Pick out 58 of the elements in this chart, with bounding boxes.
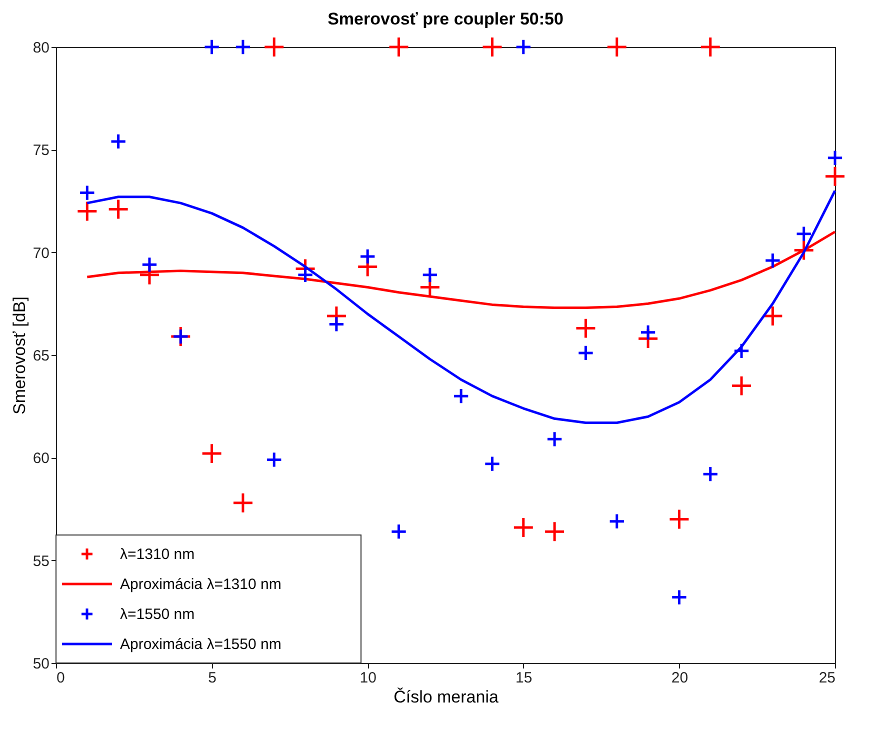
point <box>700 36 722 58</box>
x-tick-label: 10 <box>360 670 376 686</box>
x-tick-label: 25 <box>818 670 836 686</box>
point <box>702 466 719 482</box>
point <box>141 256 158 273</box>
x-tick-label: 15 <box>516 670 532 686</box>
point <box>668 508 690 530</box>
point <box>110 133 127 150</box>
point <box>515 38 532 56</box>
line-series <box>86 230 836 310</box>
point <box>266 451 282 468</box>
y-tick-label: 70 <box>32 244 50 262</box>
chart-title: Smerovosť pre coupler 50:50 <box>328 10 564 29</box>
y-axis-title: Smerovosť [dB] <box>10 296 29 414</box>
point <box>203 38 220 56</box>
x-tick-label: 20 <box>671 670 688 686</box>
point <box>234 38 252 56</box>
point <box>328 316 345 333</box>
point <box>263 36 285 58</box>
point <box>296 266 314 284</box>
point <box>574 318 596 340</box>
point <box>359 248 376 265</box>
point <box>484 456 501 472</box>
point <box>232 492 254 514</box>
x-tick-label: 0 <box>56 670 65 686</box>
point <box>544 520 566 542</box>
point <box>482 36 503 58</box>
point <box>577 344 594 362</box>
point <box>390 523 408 540</box>
point <box>388 36 410 58</box>
legend-label: Aproximácia λ=1550 nm <box>120 636 282 653</box>
x-axis-title: Číslo merania <box>394 688 499 706</box>
point <box>733 342 750 360</box>
point <box>826 150 844 166</box>
point <box>608 513 626 530</box>
y-tick-label: 75 <box>32 142 50 160</box>
point <box>546 430 563 448</box>
y-tick-label: 80 <box>32 40 50 56</box>
y-tick-label: 60 <box>32 450 50 468</box>
point <box>422 266 438 284</box>
point <box>606 36 628 58</box>
point <box>796 226 812 242</box>
point <box>512 516 534 538</box>
y-tick-label: 55 <box>32 552 50 570</box>
y-tick-label: 50 <box>32 656 50 672</box>
point <box>108 198 130 220</box>
point <box>670 588 688 606</box>
point <box>730 375 752 397</box>
point <box>824 166 846 188</box>
point <box>452 388 470 404</box>
legend-label: λ=1550 nm <box>120 606 195 623</box>
point <box>640 324 656 341</box>
x-tick-label: 5 <box>208 670 216 686</box>
point <box>764 252 781 269</box>
point <box>201 442 223 464</box>
legend-label: Aproximácia λ=1310 nm <box>120 576 282 593</box>
legend-label: λ=1310 nm <box>120 546 195 563</box>
y-tick-label: 65 <box>32 348 50 364</box>
